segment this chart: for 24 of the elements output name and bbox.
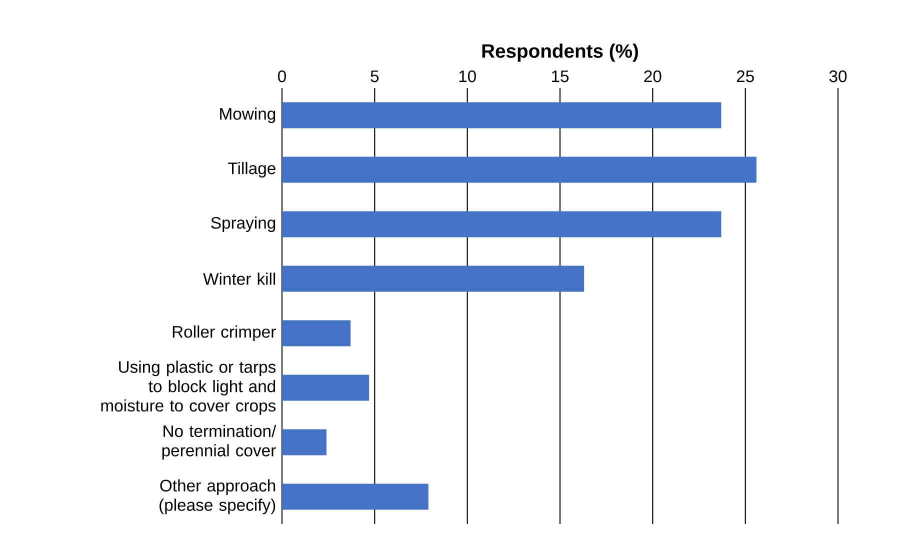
y-tick-label: No termination/ perennial cover [162,424,276,460]
bar [282,484,428,510]
x-tick-label: 25 [736,70,754,82]
bar [282,211,722,238]
x-tick-label: 0 [278,70,286,82]
y-tick-label: Other approach (please specify) [160,479,276,514]
bar [282,320,351,346]
x-axis-title: Respondents (%) [482,44,638,62]
y-tick-label: Mowing [220,107,276,124]
y-tick-label: Winter kill [203,272,276,285]
bar [282,156,756,183]
x-tick-label: 20 [644,70,662,82]
x-tick-label: 30 [829,70,847,82]
y-tick-label: Using plastic or tarps to block light and moisture to cover crops [101,360,276,415]
y-tick-label: Roller crimper [172,325,276,342]
bar [282,266,584,292]
x-tick-label: 5 [370,70,379,82]
x-tick-label: 15 [552,70,569,82]
y-tick-label: Tillage [228,162,276,178]
y-tick-label: Spraying [211,216,276,232]
bar [282,429,326,456]
x-tick-label: 10 [459,70,476,82]
bar [282,102,722,128]
bar [282,374,370,401]
